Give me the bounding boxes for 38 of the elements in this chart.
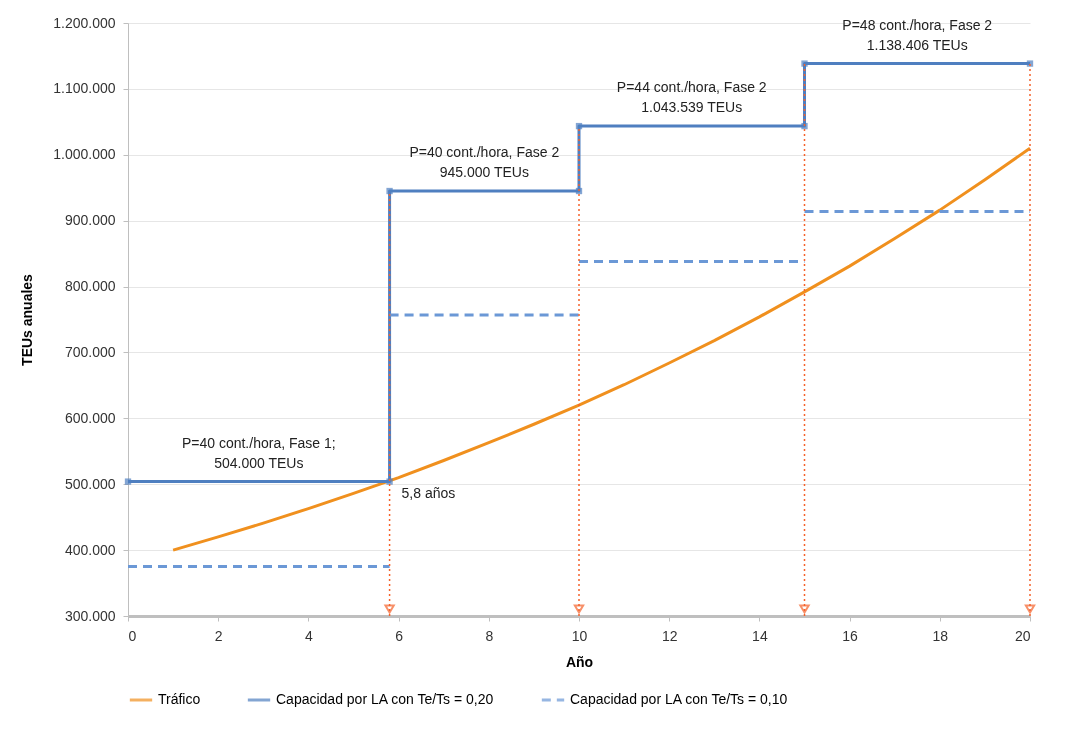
x-tick-label: 4 — [305, 627, 313, 644]
y-tick-label: 400.000 — [64, 541, 116, 558]
legend-label: Capacidad por LA con Te/Ts = 0,10 — [570, 691, 788, 707]
x-tick-label: 16 — [842, 627, 859, 644]
y-tick-label: 1.000.000 — [53, 146, 116, 163]
legend-label: Tráfico — [158, 691, 201, 707]
x-tick-label: 12 — [661, 627, 678, 644]
annotation: P=40 cont./hora, Fase 1; 504.000 TEUs — [181, 434, 336, 471]
y-tick-label: 800.000 — [64, 278, 116, 295]
point — [386, 478, 393, 485]
annotation: P=44 cont./hora, Fase 2 1.043.539 TEUs — [616, 79, 767, 116]
x-tick-label: 0 — [128, 627, 137, 644]
x-tick-label: 8 — [485, 627, 494, 644]
annotation: 5,8 años — [401, 484, 456, 501]
y-tick-label: 900.000 — [64, 212, 116, 229]
y-tick-label: 700.000 — [64, 343, 116, 360]
x-tick-label: 18 — [932, 627, 949, 644]
x-axis-title: Año — [565, 653, 594, 670]
point — [575, 122, 583, 130]
legend-label: Capacidad por LA con Te/Ts = 0,20 — [276, 691, 494, 707]
annotation: P=48 cont./hora, Fase 2 1.138.406 TEUs — [842, 16, 993, 53]
y-axis-title: TEUs anuales — [19, 273, 36, 366]
y-tick-label: 1.200.000 — [53, 14, 116, 31]
annotation: P=40 cont./hora, Fase 2 945.000 TEUs — [409, 144, 560, 181]
point — [386, 187, 393, 195]
y-tick-label: 600.000 — [64, 409, 116, 426]
point — [801, 60, 808, 67]
x-tick-label: 20 — [1014, 627, 1031, 644]
point — [124, 478, 132, 485]
x-tick-label: 14 — [752, 627, 768, 644]
line-series — [171, 146, 1032, 552]
y-tick-label: 300.000 — [64, 607, 116, 624]
point — [801, 122, 808, 130]
x-tick-label: 2 — [214, 627, 223, 644]
x-tick-label: 10 — [571, 627, 588, 644]
y-tick-label: 1.100.000 — [53, 80, 116, 97]
x-tick-label: 6 — [395, 627, 404, 644]
y-tick-label: 500.000 — [64, 475, 116, 492]
